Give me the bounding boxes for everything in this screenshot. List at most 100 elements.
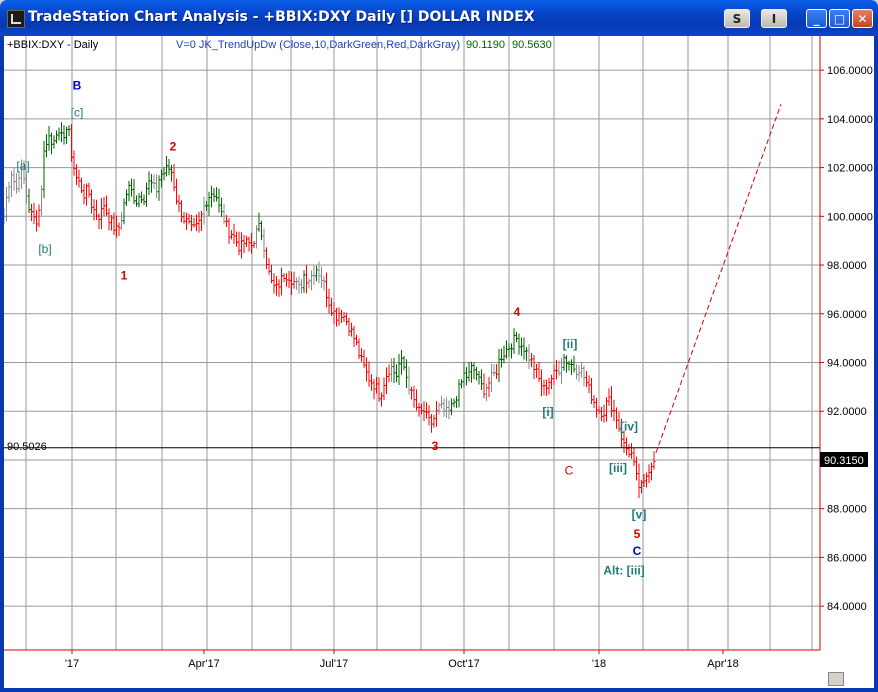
price-bar <box>430 414 433 433</box>
x-tick-label-1: Apr'17 <box>188 658 219 670</box>
price-bar <box>427 405 431 426</box>
price-bar <box>207 191 211 216</box>
price-bar <box>402 355 406 371</box>
price-bar <box>315 265 318 282</box>
symbol-label: +BBIX:DXY - Daily <box>7 39 99 51</box>
price-bar <box>452 398 456 408</box>
price-bar <box>50 132 53 155</box>
price-bar <box>240 232 243 259</box>
price-bar <box>275 276 278 296</box>
price-bar <box>522 337 526 360</box>
price-chart[interactable]: 106.0000 104.0000 102.0000 100.0000 98.0000 9… <box>4 36 874 688</box>
price-bar <box>405 359 408 389</box>
price-bar <box>532 354 536 380</box>
price-bar <box>260 220 263 241</box>
y-tick-label-10: 86.0000 <box>827 552 867 564</box>
s-menu-button[interactable]: S <box>724 9 750 28</box>
price-bar <box>102 196 106 217</box>
price-bar <box>192 217 196 228</box>
price-bar <box>292 271 296 289</box>
price-bar <box>272 273 276 294</box>
price-bar <box>540 369 543 397</box>
price-bar <box>312 264 316 285</box>
price-bar <box>352 325 356 347</box>
price-bar <box>187 213 191 225</box>
price-bar <box>455 396 458 408</box>
price-bar <box>67 125 71 137</box>
close-button[interactable]: ✕ <box>852 9 873 28</box>
price-bar <box>645 472 648 488</box>
price-bar <box>512 328 516 354</box>
y-tick-label-6: 94.0000 <box>827 357 867 369</box>
price-bar <box>630 443 633 459</box>
price-bar <box>560 357 563 384</box>
i-menu-button[interactable]: I <box>761 9 787 28</box>
price-bar <box>647 464 651 483</box>
price-bar <box>535 364 538 378</box>
price-bar <box>265 247 268 270</box>
price-bar <box>575 364 578 380</box>
price-bar <box>375 376 378 394</box>
price-bar <box>95 199 98 220</box>
wave-label-9: [i] <box>542 405 553 419</box>
price-bar <box>577 365 581 382</box>
price-bar <box>592 395 596 409</box>
price-bar <box>397 353 401 385</box>
price-bar <box>442 398 446 417</box>
price-bar <box>527 343 531 370</box>
price-bar <box>435 401 438 427</box>
price-bar <box>425 402 428 419</box>
price-bar <box>150 173 153 193</box>
price-bar <box>360 348 363 362</box>
price-bar <box>202 196 206 225</box>
price-bar <box>107 208 111 231</box>
indicator-value-1: 90.1190 <box>466 39 505 51</box>
price-bar <box>297 276 301 294</box>
price-bar <box>32 202 36 224</box>
price-bar <box>210 185 213 208</box>
price-bar <box>87 182 91 198</box>
price-bar <box>477 370 481 385</box>
price-bar <box>580 361 583 378</box>
price-bars <box>4 122 656 499</box>
price-bar <box>420 403 423 415</box>
price-bar <box>130 178 133 197</box>
price-bar <box>250 232 253 254</box>
price-bar <box>42 140 46 199</box>
price-bar <box>572 355 576 373</box>
price-bar <box>510 343 513 359</box>
price-bar <box>155 174 158 199</box>
price-bar <box>160 169 163 188</box>
price-bar <box>610 386 613 418</box>
price-bar <box>82 184 86 205</box>
price-bar <box>380 392 383 407</box>
price-bar <box>480 369 483 390</box>
wave-label-7: 4 <box>514 305 521 319</box>
maximize-button[interactable]: □ <box>829 9 850 28</box>
price-bar <box>337 307 341 326</box>
price-bar <box>282 273 286 282</box>
price-bar <box>395 364 398 383</box>
price-bar <box>302 270 306 293</box>
price-bar <box>547 377 551 395</box>
price-bar <box>497 348 501 383</box>
scroll-corner-button[interactable] <box>828 672 844 686</box>
price-bar <box>195 214 198 232</box>
price-bar <box>287 270 291 288</box>
minimize-button[interactable]: _ <box>806 9 827 28</box>
price-bar <box>162 166 166 181</box>
wave-label-1: [c] <box>71 105 84 119</box>
price-bar <box>517 333 521 355</box>
price-bar <box>55 130 58 144</box>
price-bar <box>110 215 113 231</box>
price-bar <box>122 198 126 225</box>
price-bar <box>132 179 136 204</box>
wave-label-4: 1 <box>121 269 128 283</box>
price-bar <box>507 343 511 357</box>
price-bar <box>237 231 241 256</box>
projection-line[interactable] <box>655 104 782 453</box>
price-bar <box>627 444 631 458</box>
wave-label-15: C <box>633 544 642 558</box>
price-bar <box>142 194 146 206</box>
price-bar <box>335 307 338 327</box>
